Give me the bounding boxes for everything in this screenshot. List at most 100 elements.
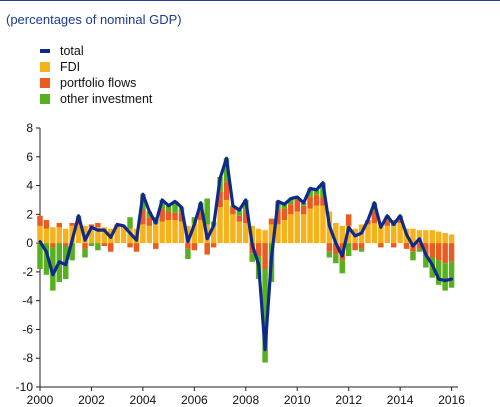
bar-portfolio-flows	[281, 208, 288, 221]
bar-portfolio-flows	[50, 243, 56, 248]
y-tick-label: -2	[22, 265, 33, 279]
bar-fdi	[300, 214, 307, 244]
bar-portfolio-flows	[56, 222, 63, 228]
bar-other-investment	[204, 198, 210, 225]
bar-fdi	[365, 224, 371, 244]
x-tick-label: 2006	[181, 393, 208, 407]
bar-portfolio-flows	[236, 215, 243, 222]
bar-fdi	[114, 227, 120, 244]
bar-fdi	[410, 228, 416, 244]
bar-fdi	[43, 228, 50, 244]
y-tick-label: -10	[16, 380, 34, 394]
bar-fdi	[217, 207, 223, 244]
bar-fdi	[378, 222, 384, 244]
bar-other-investment	[127, 217, 133, 229]
bar-portfolio-flows	[371, 211, 378, 223]
x-tick-label: 2012	[335, 393, 362, 407]
x-tick-label: 2000	[27, 393, 54, 407]
bar-portfolio-flows	[62, 243, 69, 246]
legend-label-portfolio-flows: portfolio flows	[60, 76, 137, 90]
bar-fdi	[416, 230, 423, 244]
bar-fdi	[95, 227, 101, 244]
bar-portfolio-flows	[288, 204, 294, 215]
bar-fdi	[62, 228, 69, 244]
y-tick-label: 0	[26, 236, 33, 250]
bar-other-investment	[165, 205, 172, 212]
bar-portfolio-flows	[275, 210, 281, 225]
bar-fdi	[165, 220, 172, 244]
x-tick-label: 2014	[387, 393, 414, 407]
bar-other-investment	[43, 243, 50, 275]
bar-portfolio-flows	[37, 215, 43, 226]
bar-portfolio-flows	[378, 243, 384, 248]
bar-other-investment	[442, 263, 448, 291]
bar-portfolio-flows	[153, 243, 159, 249]
chart-legend: total FDI portfolio flows other investme…	[40, 43, 152, 107]
bar-other-investment	[339, 260, 345, 274]
bar-other-investment	[358, 248, 365, 252]
legend-item-total: total	[40, 43, 152, 59]
bar-fdi	[159, 221, 165, 244]
bar-other-investment	[262, 269, 268, 363]
bar-fdi	[191, 222, 198, 244]
bar-portfolio-flows	[198, 211, 204, 221]
bar-fdi	[255, 228, 262, 244]
bar-fdi	[230, 214, 236, 244]
bar-other-investment	[307, 188, 313, 198]
chart-subtitle: (percentages of nominal GDP)	[6, 12, 182, 27]
legend-swatch-fdi	[40, 62, 50, 72]
bar-fdi	[101, 227, 108, 244]
top-rule	[0, 0, 500, 1]
bar-portfolio-flows	[435, 243, 442, 261]
x-tick-label: 2004	[130, 393, 157, 407]
bar-fdi	[210, 225, 217, 244]
y-tick-label: -6	[22, 322, 33, 336]
y-tick-label: 4	[26, 179, 33, 193]
bar-portfolio-flows	[397, 218, 403, 223]
legend-label-other-investment: other investment	[60, 92, 153, 106]
bar-fdi	[127, 228, 133, 244]
bar-fdi	[275, 224, 281, 244]
bar-portfolio-flows	[320, 197, 326, 206]
bar-fdi	[397, 222, 403, 244]
bar-fdi	[243, 222, 249, 244]
bar-fdi	[435, 231, 442, 244]
bar-portfolio-flows	[133, 243, 140, 252]
legend-item-fdi: FDI	[40, 59, 152, 75]
legend-label-total: total	[60, 44, 84, 58]
bar-portfolio-flows	[333, 243, 339, 255]
bar-fdi	[423, 230, 429, 244]
bar-fdi	[88, 227, 95, 244]
bar-fdi	[236, 221, 243, 244]
bar-portfolio-flows	[159, 208, 165, 222]
bar-portfolio-flows	[300, 205, 307, 215]
bar-other-investment	[281, 204, 288, 209]
bar-fdi	[339, 225, 345, 244]
bar-other-investment	[88, 243, 95, 246]
legend-swatch-other-investment	[40, 94, 50, 104]
bar-portfolio-flows	[178, 212, 185, 222]
bar-portfolio-flows	[326, 243, 333, 252]
bar-portfolio-flows	[204, 243, 210, 255]
bar-other-investment	[288, 198, 294, 205]
bar-fdi	[384, 225, 390, 244]
bar-fdi	[153, 224, 159, 244]
bar-fdi	[223, 199, 230, 244]
bar-other-investment	[249, 253, 255, 262]
bar-portfolio-flows	[358, 243, 365, 249]
legend-item-portfolio-flows: portfolio flows	[40, 75, 152, 91]
bar-fdi	[448, 234, 455, 244]
bar-portfolio-flows	[172, 212, 178, 221]
bar-portfolio-flows	[230, 207, 236, 215]
bar-fdi	[50, 227, 56, 244]
bar-portfolio-flows	[82, 243, 88, 249]
bar-portfolio-flows	[127, 243, 133, 248]
bar-portfolio-flows	[423, 243, 429, 255]
bar-portfolio-flows	[345, 214, 352, 226]
bar-portfolio-flows	[307, 197, 313, 209]
bar-fdi	[172, 220, 178, 244]
bar-other-investment	[435, 260, 442, 285]
bar-fdi	[56, 227, 63, 244]
bar-portfolio-flows	[384, 220, 390, 226]
bar-fdi	[75, 224, 82, 244]
